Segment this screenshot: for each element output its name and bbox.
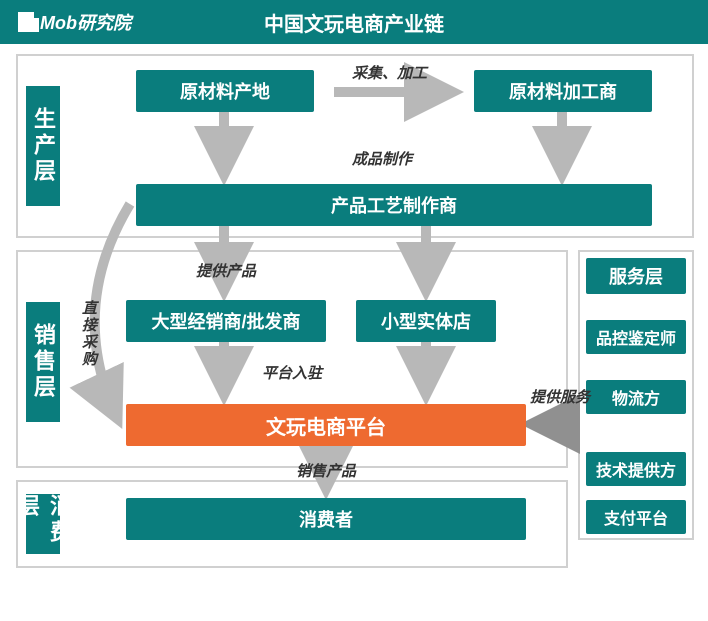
edge-collect-process: 采集、加工 xyxy=(352,62,427,83)
node-raw-origin: 原材料产地 xyxy=(136,70,314,112)
edge-direct-purchase: 直接采购 xyxy=(78,300,99,368)
node-small-store: 小型实体店 xyxy=(356,300,496,342)
node-qc: 品控鉴定师 xyxy=(586,320,686,354)
page-title: 中国文玩电商产业链 xyxy=(0,8,708,37)
edge-make-product: 成品制作 xyxy=(352,148,412,169)
diagram-canvas: Mob研究院 中国文玩电商产业链 生产层 销售层 消费层 原材料产地 原材料加工… xyxy=(0,0,708,621)
node-distributor: 大型经销商/批发商 xyxy=(126,300,326,342)
node-platform: 文玩电商平台 xyxy=(126,404,526,446)
layer-label-sales: 销售层 xyxy=(26,302,60,422)
edge-platform-entry: 平台入驻 xyxy=(262,362,322,383)
node-tech: 技术提供方 xyxy=(586,452,686,486)
node-logistics: 物流方 xyxy=(586,380,686,414)
edge-sell-product: 销售产品 xyxy=(296,460,356,481)
layer-label-production: 生产层 xyxy=(26,86,60,206)
node-payment: 支付平台 xyxy=(586,500,686,534)
edge-provide-product: 提供产品 xyxy=(196,260,256,281)
node-consumer: 消费者 xyxy=(126,498,526,540)
edge-provide-service: 提供服务 xyxy=(530,386,590,407)
layer-label-consumer: 消费层 xyxy=(26,494,60,554)
layer-label-service: 服务层 xyxy=(586,258,686,294)
header-bar: Mob研究院 中国文玩电商产业链 xyxy=(0,0,708,44)
node-raw-processor: 原材料加工商 xyxy=(474,70,652,112)
node-product-maker: 产品工艺制作商 xyxy=(136,184,652,226)
